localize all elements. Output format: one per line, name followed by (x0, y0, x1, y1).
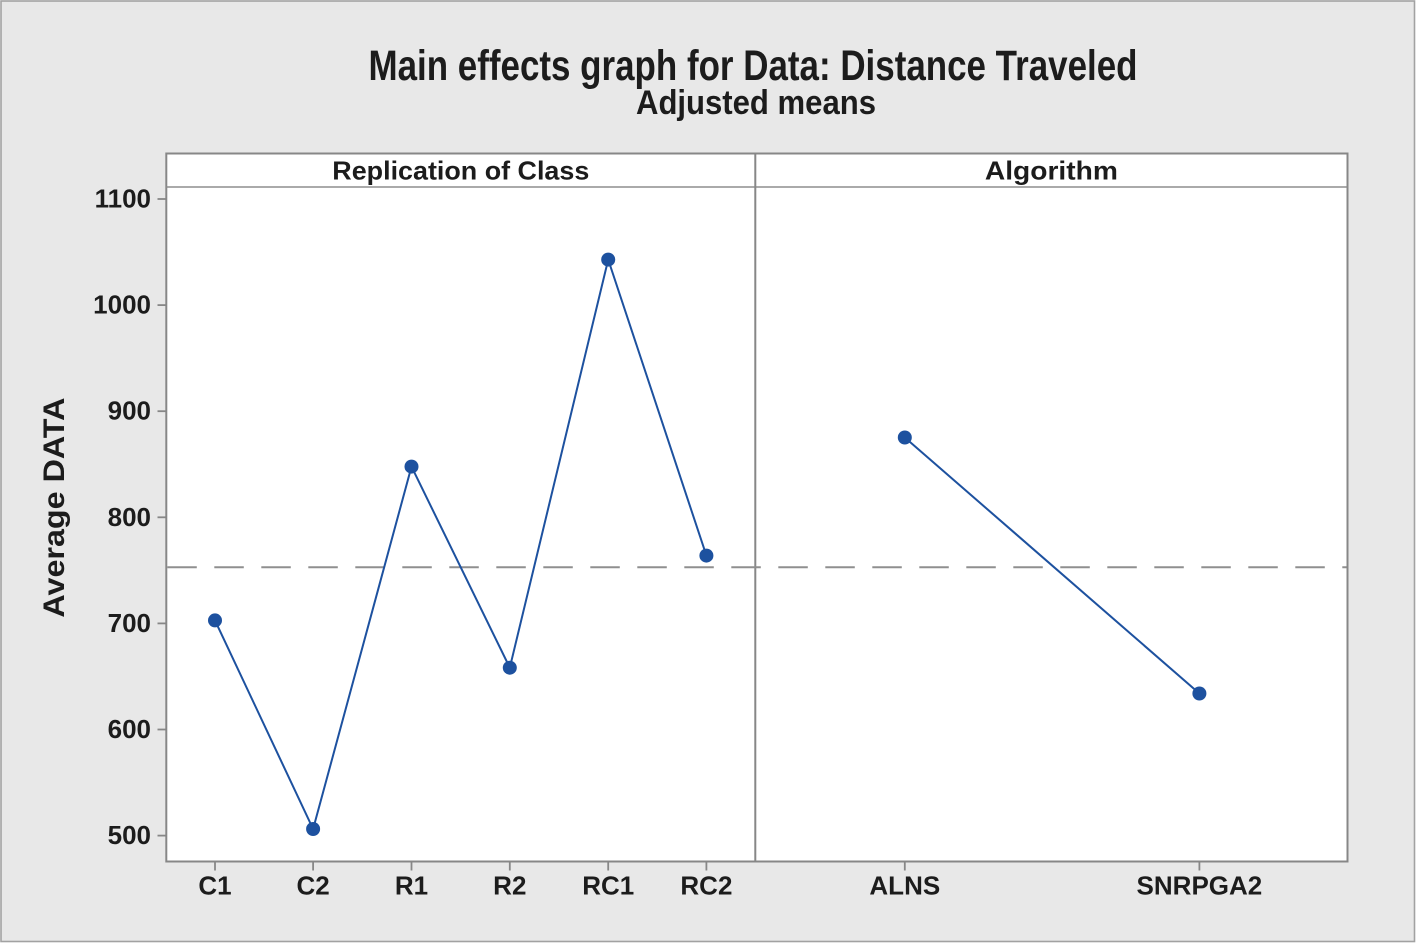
svg-text:Adjusted means: Adjusted means (636, 84, 876, 122)
svg-text:RC2: RC2 (680, 871, 732, 901)
svg-text:R2: R2 (493, 871, 526, 901)
svg-text:Algorithm: Algorithm (985, 156, 1118, 186)
svg-text:800: 800 (108, 502, 151, 532)
svg-text:ALNS: ALNS (869, 871, 940, 901)
svg-text:600: 600 (108, 714, 151, 744)
svg-text:1100: 1100 (95, 184, 151, 214)
svg-text:500: 500 (108, 820, 151, 850)
svg-text:1000: 1000 (93, 290, 151, 320)
svg-text:900: 900 (108, 396, 151, 426)
svg-text:Average DATA: Average DATA (38, 398, 71, 618)
svg-text:Replication of Class: Replication of Class (332, 156, 589, 186)
svg-text:R1: R1 (395, 871, 428, 901)
svg-text:700: 700 (108, 608, 151, 638)
svg-text:Main effects graph for Data: D: Main effects graph for Data: Distance Tr… (369, 42, 1138, 90)
svg-text:C2: C2 (296, 871, 329, 901)
svg-text:RC1: RC1 (582, 871, 634, 901)
svg-text:SNRPGA2: SNRPGA2 (1137, 871, 1263, 901)
svg-text:C1: C1 (198, 871, 231, 901)
